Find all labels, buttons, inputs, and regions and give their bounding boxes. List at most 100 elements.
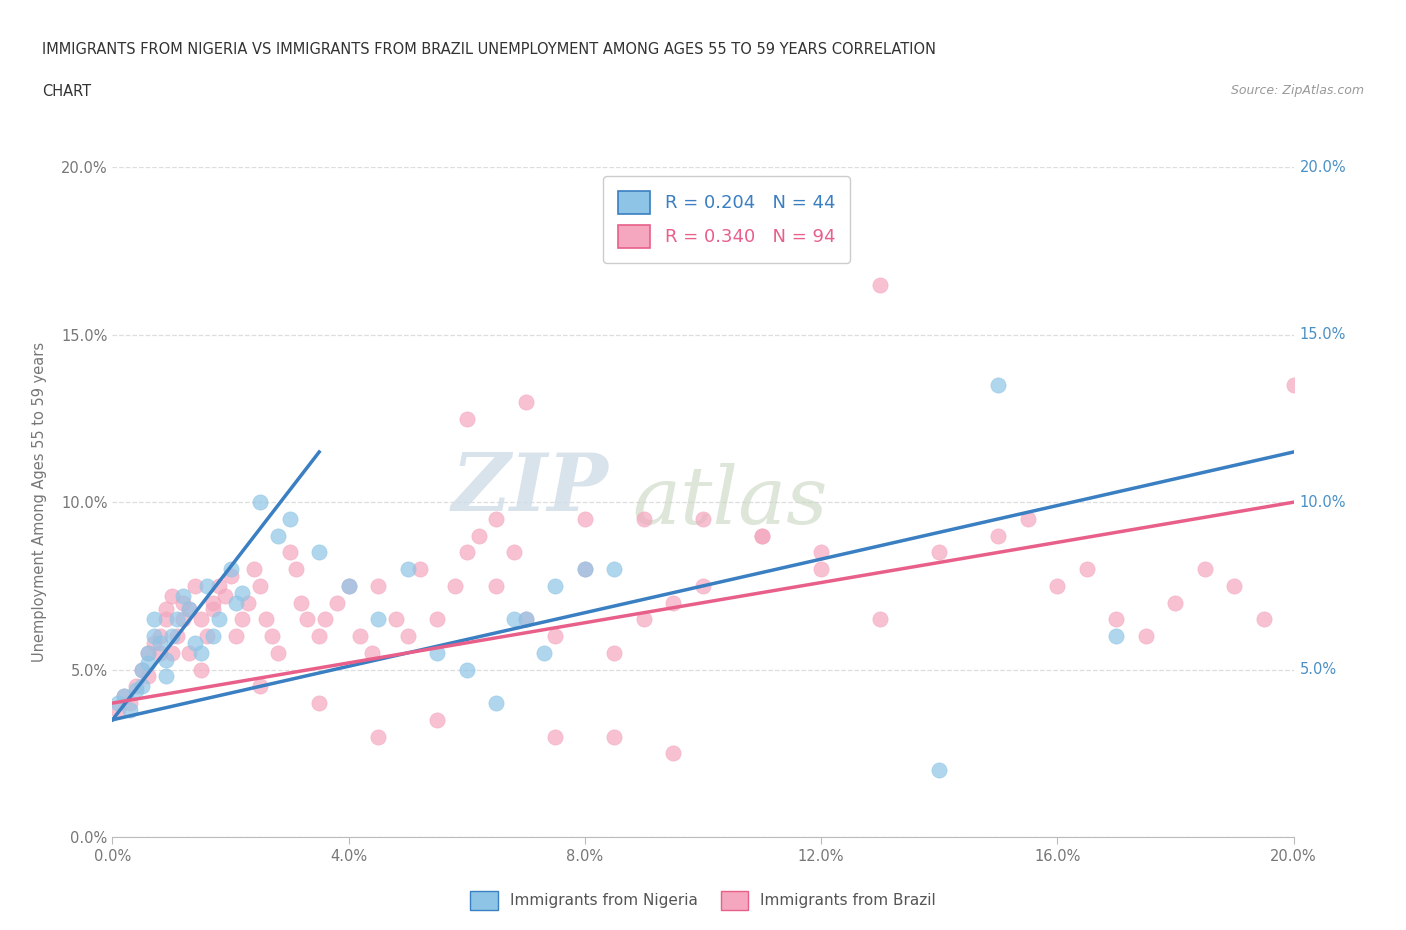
Point bbox=[544, 729, 567, 744]
Point bbox=[869, 277, 891, 292]
Point bbox=[225, 595, 247, 610]
Text: 20.0%: 20.0% bbox=[1299, 160, 1346, 175]
Point bbox=[1076, 562, 1098, 577]
Point bbox=[987, 528, 1010, 543]
Point bbox=[1223, 578, 1246, 593]
Point bbox=[214, 589, 236, 604]
Point bbox=[284, 562, 307, 577]
Point bbox=[751, 528, 773, 543]
Point bbox=[155, 602, 177, 617]
Point bbox=[254, 612, 277, 627]
Point bbox=[184, 578, 207, 593]
Point bbox=[456, 411, 478, 426]
Point bbox=[662, 746, 685, 761]
Point bbox=[297, 612, 319, 627]
Point bbox=[166, 629, 188, 644]
Point bbox=[467, 528, 489, 543]
Point bbox=[136, 656, 159, 671]
Point bbox=[1194, 562, 1216, 577]
Point bbox=[662, 595, 685, 610]
Point bbox=[692, 578, 714, 593]
Point bbox=[633, 612, 655, 627]
Point bbox=[184, 635, 207, 650]
Point bbox=[260, 629, 283, 644]
Point bbox=[290, 595, 312, 610]
Point bbox=[201, 629, 224, 644]
Point bbox=[1282, 378, 1305, 392]
Point bbox=[231, 612, 253, 627]
Point bbox=[337, 578, 360, 593]
Point bbox=[426, 645, 449, 660]
Point bbox=[179, 602, 201, 617]
Point bbox=[190, 612, 212, 627]
Point bbox=[326, 595, 349, 610]
Point bbox=[149, 629, 172, 644]
Point bbox=[125, 679, 148, 694]
Point bbox=[308, 696, 330, 711]
Text: atlas: atlas bbox=[633, 463, 828, 541]
Point bbox=[179, 602, 201, 617]
Point bbox=[136, 669, 159, 684]
Point bbox=[142, 612, 165, 627]
Point bbox=[810, 545, 832, 560]
Point bbox=[485, 696, 508, 711]
Point bbox=[249, 578, 271, 593]
Point bbox=[155, 612, 177, 627]
Point bbox=[928, 545, 950, 560]
Point bbox=[107, 702, 129, 717]
Point bbox=[249, 679, 271, 694]
Point bbox=[603, 729, 626, 744]
Point bbox=[349, 629, 371, 644]
Point bbox=[238, 595, 260, 610]
Point bbox=[367, 612, 389, 627]
Point bbox=[267, 645, 290, 660]
Point bbox=[603, 562, 626, 577]
Text: 10.0%: 10.0% bbox=[1299, 495, 1346, 510]
Point bbox=[278, 512, 301, 526]
Point bbox=[136, 645, 159, 660]
Y-axis label: Unemployment Among Ages 55 to 59 years: Unemployment Among Ages 55 to 59 years bbox=[32, 342, 48, 662]
Point bbox=[160, 645, 183, 660]
Point bbox=[155, 652, 177, 667]
Point bbox=[485, 578, 508, 593]
Point bbox=[533, 645, 555, 660]
Point bbox=[361, 645, 384, 660]
Point bbox=[112, 689, 135, 704]
Point bbox=[308, 629, 330, 644]
Point bbox=[172, 589, 194, 604]
Point bbox=[208, 612, 231, 627]
Point bbox=[136, 645, 159, 660]
Point bbox=[267, 528, 290, 543]
Point bbox=[456, 545, 478, 560]
Point bbox=[503, 545, 526, 560]
Point bbox=[142, 635, 165, 650]
Point bbox=[149, 635, 172, 650]
Point bbox=[987, 378, 1010, 392]
Text: Source: ZipAtlas.com: Source: ZipAtlas.com bbox=[1230, 84, 1364, 97]
Point bbox=[219, 568, 242, 583]
Point bbox=[1164, 595, 1187, 610]
Point bbox=[120, 702, 142, 717]
Text: IMMIGRANTS FROM NIGERIA VS IMMIGRANTS FROM BRAZIL UNEMPLOYMENT AMONG AGES 55 TO : IMMIGRANTS FROM NIGERIA VS IMMIGRANTS FR… bbox=[42, 42, 936, 57]
Point bbox=[367, 578, 389, 593]
Point bbox=[408, 562, 430, 577]
Point bbox=[243, 562, 266, 577]
Point bbox=[166, 612, 188, 627]
Text: 15.0%: 15.0% bbox=[1299, 327, 1346, 342]
Point bbox=[1105, 612, 1128, 627]
Text: CHART: CHART bbox=[42, 84, 91, 99]
Point bbox=[249, 495, 271, 510]
Point bbox=[107, 696, 129, 711]
Point bbox=[314, 612, 336, 627]
Point bbox=[574, 562, 596, 577]
Text: 5.0%: 5.0% bbox=[1299, 662, 1337, 677]
Text: ZIP: ZIP bbox=[451, 450, 609, 527]
Point bbox=[172, 612, 194, 627]
Point bbox=[190, 645, 212, 660]
Point bbox=[928, 763, 950, 777]
Point bbox=[1046, 578, 1069, 593]
Point bbox=[385, 612, 408, 627]
Point bbox=[544, 629, 567, 644]
Point bbox=[869, 612, 891, 627]
Point bbox=[125, 683, 148, 698]
